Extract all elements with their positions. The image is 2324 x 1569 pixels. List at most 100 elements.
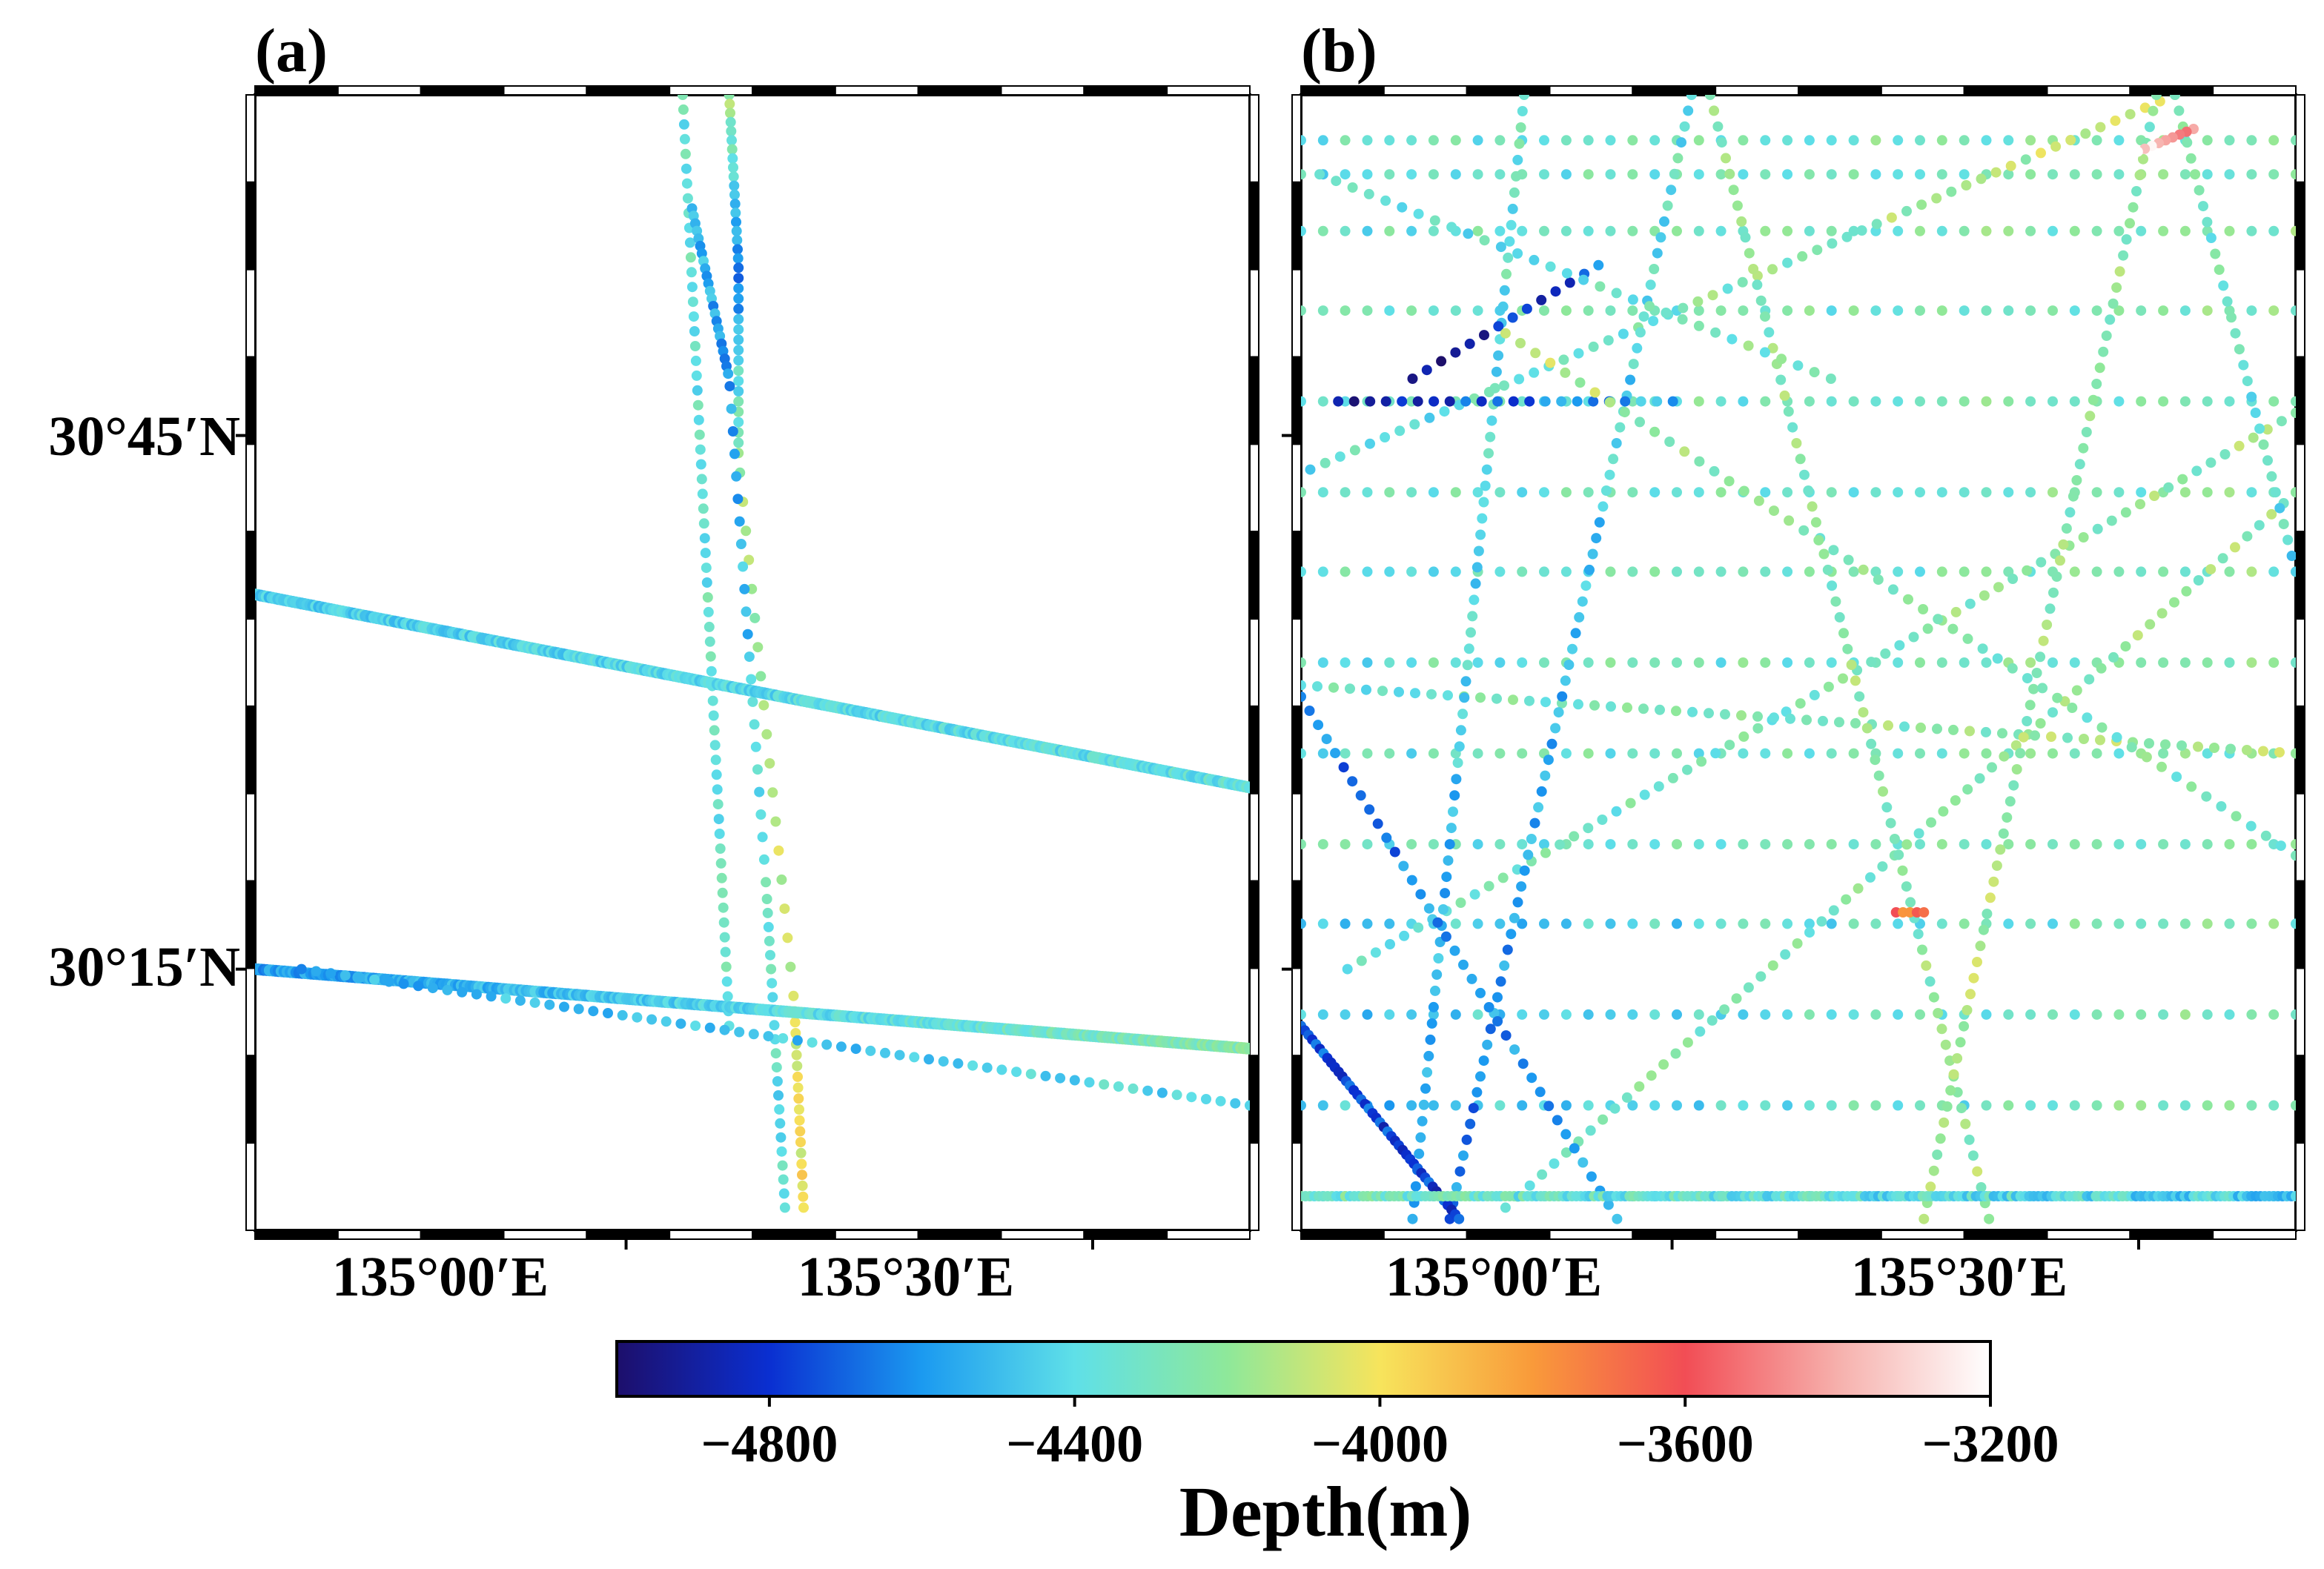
frame-segment	[1300, 85, 1385, 96]
track-point	[795, 1147, 807, 1158]
track-point	[1560, 1009, 1572, 1020]
track-point	[1649, 487, 1661, 498]
track-point	[1936, 169, 1947, 180]
track-point	[1804, 169, 1815, 180]
track-point	[1040, 1070, 1051, 1081]
track-point	[1693, 225, 1704, 236]
track-point	[1782, 225, 1793, 236]
track-point	[689, 341, 701, 351]
track-point	[724, 381, 735, 392]
track-point	[2224, 657, 2235, 668]
track-point	[1397, 396, 1408, 407]
track-point	[2179, 169, 2191, 180]
track-point	[1578, 1157, 1589, 1168]
track-point	[1317, 839, 1328, 850]
track-point	[2028, 683, 2039, 694]
track-point	[1782, 487, 1793, 498]
track-point	[775, 1132, 787, 1143]
track-point	[1627, 294, 1638, 305]
track-point	[729, 448, 740, 460]
track-point	[2202, 748, 2213, 759]
track-point	[1492, 693, 1502, 704]
track-point	[1317, 225, 1328, 236]
track-point	[1999, 751, 2010, 762]
frame-segment	[1291, 356, 1302, 445]
track-point	[733, 365, 744, 377]
track-point	[1676, 137, 1686, 148]
track-point	[741, 525, 752, 537]
frame-segment	[1632, 85, 1717, 96]
track-point	[2238, 359, 2249, 371]
track-point	[2005, 160, 2016, 171]
track-point	[2268, 305, 2280, 316]
track-point	[1362, 918, 1373, 929]
track-point	[1587, 548, 1598, 560]
track-point	[1649, 657, 1661, 668]
track-point	[1558, 354, 1569, 365]
frame-segment	[1880, 1230, 1965, 1240]
track-point	[2136, 839, 2147, 850]
track-point	[1987, 762, 1997, 773]
track-point	[1738, 566, 1749, 577]
track-point	[2224, 839, 2235, 850]
track-point	[2136, 396, 2147, 407]
track-point	[733, 273, 744, 284]
track-point	[2136, 1009, 2147, 1020]
track-point	[792, 1061, 803, 1072]
track-point	[603, 1008, 613, 1018]
track-point	[1738, 748, 1749, 759]
track-point	[1425, 1034, 1436, 1045]
track-point	[1317, 748, 1328, 759]
track-point	[1560, 135, 1572, 146]
track-point	[1537, 1169, 1548, 1180]
track-point	[712, 784, 723, 795]
track-point	[1381, 832, 1392, 843]
track-point	[1782, 566, 1793, 577]
track-point	[724, 95, 735, 100]
track-point	[1826, 657, 1837, 668]
track-point	[1776, 354, 1787, 365]
track-point	[1201, 1094, 1211, 1104]
track-point	[2022, 716, 2033, 726]
track-point	[1959, 396, 1970, 407]
track-point	[1715, 918, 1727, 929]
track-point	[2050, 141, 2062, 152]
track-point	[1583, 305, 1594, 316]
track-point	[1384, 918, 1395, 929]
track-point	[1638, 311, 1649, 322]
track-point	[1410, 688, 1420, 699]
frame-segment	[245, 705, 256, 795]
track-point	[2113, 839, 2125, 850]
track-point	[1317, 657, 1328, 668]
track-point	[1696, 756, 1707, 767]
track-point	[1784, 515, 1795, 526]
track-point	[724, 99, 735, 110]
track-point	[1933, 1008, 1944, 1018]
track-point	[1841, 231, 1853, 242]
track-point	[1704, 95, 1715, 100]
track-point	[1804, 566, 1815, 577]
track-point	[1936, 1024, 1947, 1035]
track-point	[1611, 438, 1622, 448]
track-point	[2038, 635, 2049, 646]
frame-segment	[2046, 1230, 2131, 1240]
track-point	[1645, 279, 1656, 291]
track-point	[2160, 739, 2171, 750]
track-point	[1340, 1009, 1351, 1020]
track-point	[2179, 225, 2191, 236]
track-point	[1828, 905, 1839, 916]
track-point	[1886, 212, 1897, 223]
track-point	[1451, 774, 1462, 785]
track-point	[718, 902, 729, 913]
track-point	[1415, 889, 1426, 900]
track-point	[2108, 298, 2119, 309]
track-point	[2217, 553, 2228, 564]
track-point	[1798, 525, 1810, 536]
track-point	[770, 1048, 781, 1059]
track-point	[2222, 296, 2233, 307]
track-point	[775, 1118, 786, 1129]
track-point	[1301, 691, 1306, 702]
track-point	[2158, 396, 2169, 407]
track-point	[2291, 918, 2296, 929]
track-point	[1443, 690, 1453, 701]
